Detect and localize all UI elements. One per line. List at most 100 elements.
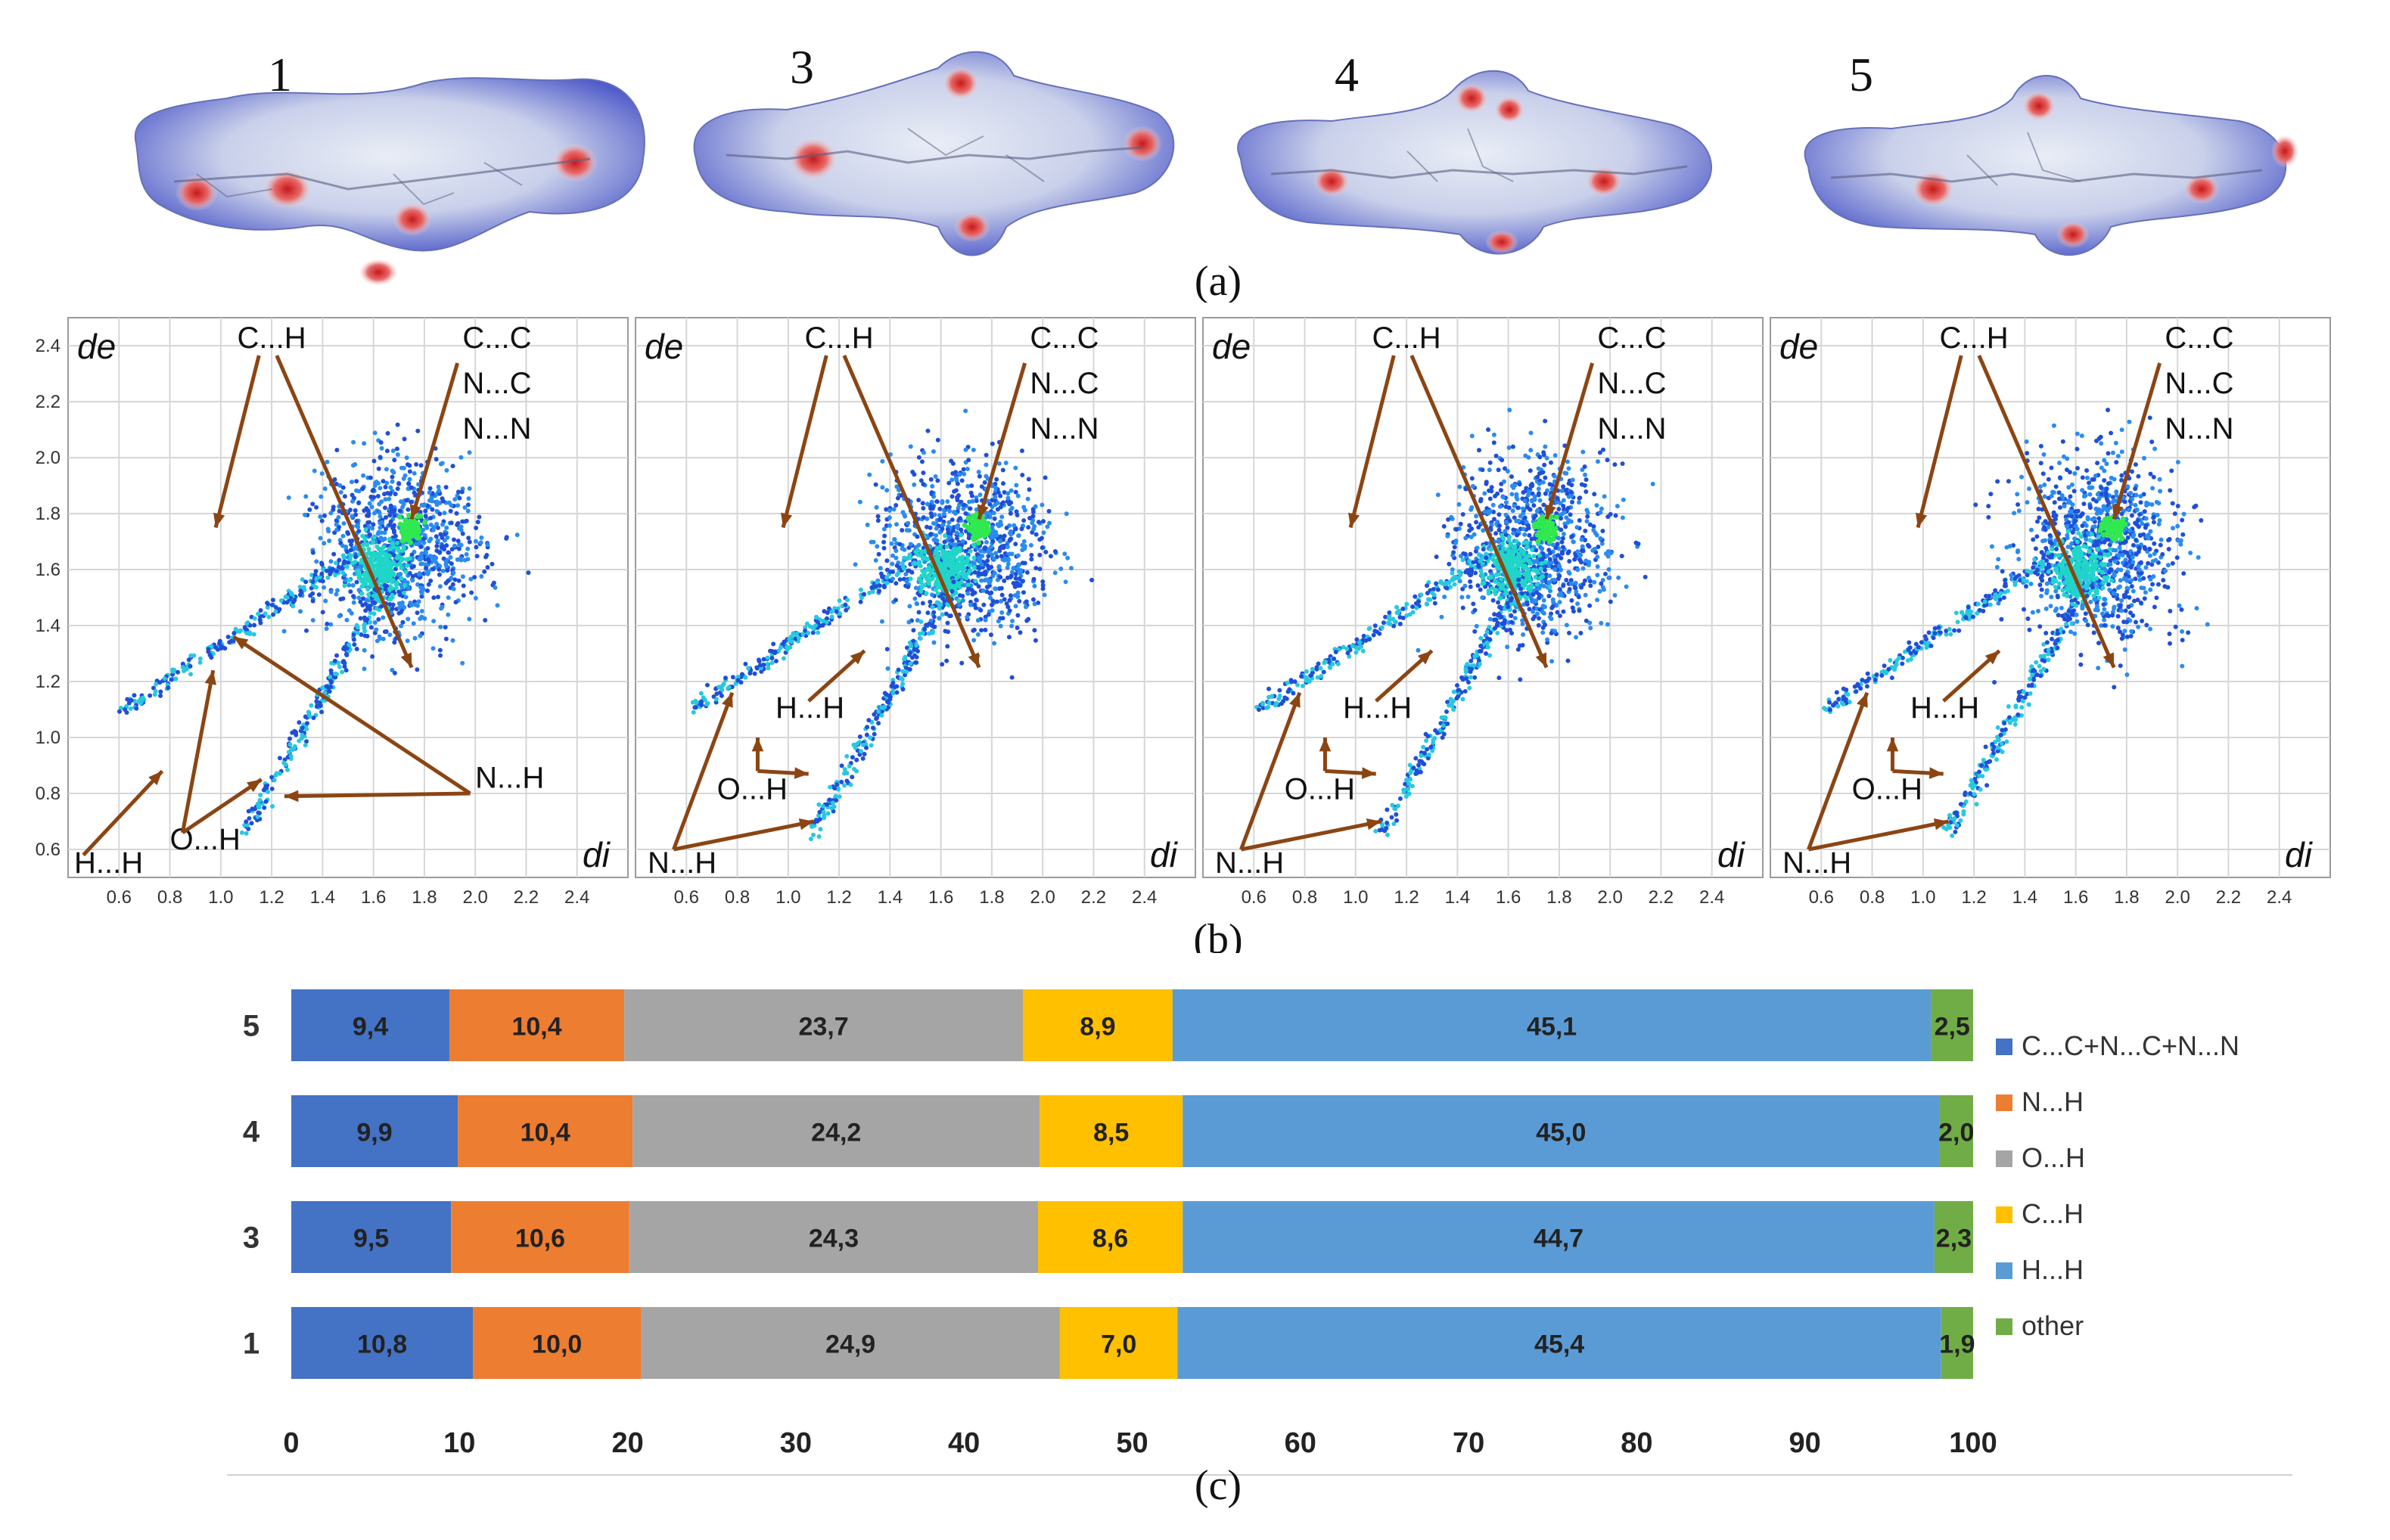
x-axis-label-di: di [583, 835, 611, 874]
fingerprint-point [188, 654, 193, 658]
fingerprint-point [412, 471, 417, 476]
fingerprint-point [1563, 524, 1568, 529]
x-tick-label: 1.8 [412, 887, 437, 908]
fingerprint-point [999, 514, 1004, 519]
fingerprint-point [956, 598, 961, 603]
fingerprint-point [1540, 630, 1545, 635]
fingerprint-point [1567, 631, 1571, 635]
fingerprint-point [842, 772, 847, 776]
fingerprint-point [993, 571, 997, 576]
fingerprint-point [343, 494, 347, 498]
fingerprint-point [1567, 481, 1571, 486]
fingerprint-point [1521, 507, 1525, 511]
fingerprint-point [1468, 552, 1472, 557]
fingerprint-point [431, 619, 436, 623]
fingerprint-point [1583, 483, 1587, 488]
fingerprint-point [363, 542, 368, 546]
fingerprint-point [1562, 470, 1567, 475]
fingerprint-point [931, 605, 935, 610]
fingerprint-point [369, 625, 374, 629]
fingerprint-point [1487, 591, 1491, 596]
fingerprint-point [148, 694, 152, 698]
fingerprint-point [1470, 477, 1475, 481]
fingerprint-point [355, 647, 359, 651]
fingerprint-point [1277, 688, 1282, 693]
fingerprint-point [252, 623, 256, 627]
fingerprint-point [420, 609, 424, 613]
fingerprint-point [931, 641, 936, 645]
fingerprint-point [289, 754, 294, 759]
fingerprint-point [303, 743, 308, 747]
fingerprint-point [937, 530, 942, 535]
fingerprint-point [909, 570, 914, 575]
fingerprint-point [1587, 563, 1591, 567]
fingerprint-point [831, 800, 835, 805]
fingerprint-point [887, 694, 891, 698]
fingerprint-point [1007, 635, 1012, 639]
fingerprint-point [930, 568, 934, 573]
fingerprint-point [1462, 584, 1467, 588]
fingerprint-point [865, 725, 869, 729]
fingerprint-point [132, 693, 136, 697]
fingerprint-point [816, 803, 821, 807]
fingerprint-point [287, 737, 292, 741]
fingerprint-point [397, 605, 402, 610]
fingerprint-point [1466, 595, 1471, 599]
fingerprint-point [430, 499, 434, 504]
fingerprint-point [1556, 536, 1561, 541]
fingerprint-point [187, 657, 191, 662]
fingerprint-point [252, 632, 256, 637]
fingerprint-point [434, 534, 439, 539]
fingerprint-point [1511, 566, 1515, 570]
y-tick-label: 0.8 [36, 784, 61, 804]
fingerprint-point [875, 505, 879, 510]
fingerprint-point [1574, 635, 1578, 640]
fingerprint-point [979, 549, 984, 554]
fingerprint-point [968, 603, 973, 607]
fingerprint-point [327, 539, 331, 543]
fingerprint-point [381, 637, 386, 641]
fingerprint-point [1516, 562, 1521, 567]
fingerprint-point [432, 557, 437, 562]
fingerprint-point [906, 569, 910, 573]
fingerprint-point [1522, 579, 1527, 583]
fingerprint-point [285, 768, 290, 772]
fingerprint-point [1492, 440, 1496, 445]
fingerprint-point [815, 615, 819, 619]
fingerprint-point [915, 601, 919, 606]
fingerprint-point [1010, 619, 1015, 623]
fingerprint-point [965, 516, 971, 521]
fingerprint-point [1543, 604, 1547, 609]
fingerprint-point [300, 726, 305, 731]
fingerprint-point [227, 640, 232, 644]
fingerprint-point [766, 666, 771, 670]
fingerprint-point [1536, 539, 1541, 544]
fingerprint-point [1505, 644, 1509, 649]
fingerprint-point [957, 472, 962, 477]
fingerprint-point [1566, 466, 1571, 470]
fingerprint-point [410, 565, 415, 570]
fingerprint-point [876, 721, 881, 725]
fingerprint-point [1535, 475, 1540, 480]
fingerprint-point [1564, 515, 1568, 520]
fingerprint-point [354, 479, 359, 483]
fingerprint-point [927, 622, 931, 626]
fingerprint-point [371, 536, 376, 540]
fingerprint-point [1521, 526, 1526, 531]
fingerprint-point [998, 539, 1002, 544]
fingerprint-point [1526, 455, 1531, 460]
fingerprint-point [468, 540, 472, 545]
fingerprint-point [1528, 430, 1533, 435]
fingerprint-point [925, 501, 930, 506]
fingerprint-point [1471, 484, 1475, 489]
fingerprint-point [1596, 459, 1600, 464]
fingerprint-point [458, 455, 463, 460]
fingerprint-point [462, 593, 466, 598]
fingerprint-point [918, 636, 923, 641]
fingerprint-point [408, 477, 412, 482]
fingerprint-point [264, 799, 269, 804]
fingerprint-point [894, 598, 898, 602]
fingerprint-point [981, 526, 986, 532]
fingerprint-point [1614, 514, 1618, 518]
fingerprint-point [946, 520, 951, 525]
